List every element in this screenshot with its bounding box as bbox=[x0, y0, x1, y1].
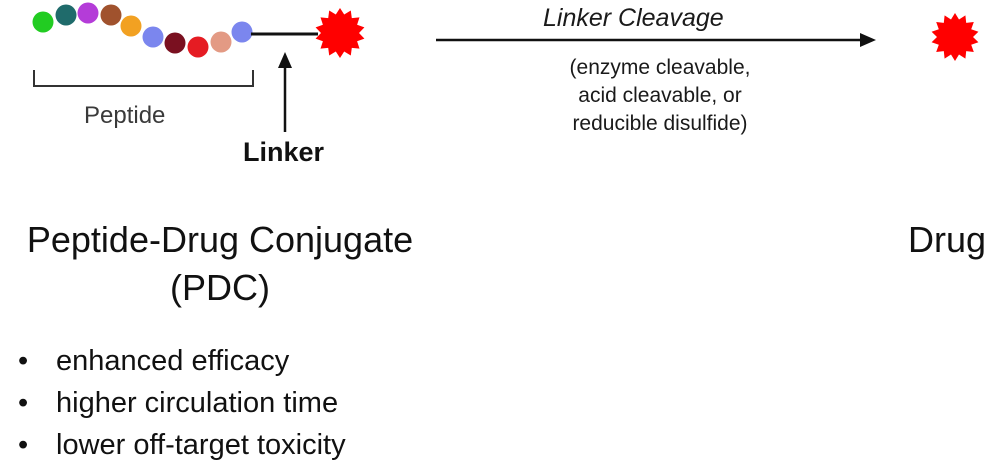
benefit-item: • lower off-target toxicity bbox=[18, 424, 346, 462]
amino-acid-bead bbox=[187, 36, 209, 58]
amino-acid-bead bbox=[120, 15, 142, 37]
conjugate-title-line: (PDC) bbox=[170, 267, 270, 308]
benefit-item: • higher circulation time bbox=[18, 382, 346, 424]
cleavage-condition-line: reducible disulfide) bbox=[572, 112, 748, 135]
amino-acid-bead bbox=[100, 4, 122, 26]
linker-label: Linker bbox=[243, 137, 325, 167]
amino-acid-bead bbox=[77, 2, 99, 24]
amino-acid-bead bbox=[164, 32, 186, 54]
benefit-text: higher circulation time bbox=[56, 387, 339, 419]
drug-starburst-attached bbox=[315, 8, 365, 58]
bullet-icon: • bbox=[18, 387, 29, 419]
benefit-item: • enhanced efficacy bbox=[18, 340, 346, 382]
amino-acid-bead bbox=[55, 4, 77, 26]
cleavage-title: Linker Cleavage bbox=[543, 4, 724, 32]
cleavage-condition-line: (enzyme cleavable, bbox=[569, 56, 751, 79]
bullet-icon: • bbox=[18, 429, 29, 461]
benefit-text: enhanced efficacy bbox=[56, 345, 290, 377]
drug-label: Drug bbox=[908, 219, 987, 260]
cleavage-condition-line: acid cleavable, or bbox=[578, 84, 742, 107]
cleavage-arrowhead bbox=[860, 33, 876, 47]
benefits-list: • enhanced efficacy • higher circulation t… bbox=[18, 340, 346, 462]
bullet-icon: • bbox=[18, 345, 29, 377]
amino-acid-bead bbox=[142, 26, 164, 48]
amino-acid-bead bbox=[210, 31, 232, 53]
cleavage-conditions: (enzyme cleavable, acid cleavable, or re… bbox=[540, 54, 780, 138]
drug-starburst-released bbox=[931, 13, 979, 61]
peptide-label: Peptide bbox=[84, 102, 166, 129]
amino-acid-bead bbox=[32, 11, 54, 33]
linker-pointer-arrowhead bbox=[278, 52, 292, 68]
peptide-bracket bbox=[33, 70, 254, 87]
amino-acid-bead bbox=[231, 21, 253, 43]
benefit-text: lower off-target toxicity bbox=[56, 429, 346, 461]
peptide-chain bbox=[32, 2, 253, 58]
conjugate-title: Peptide-Drug Conjugate (PDC) bbox=[0, 216, 440, 312]
conjugate-title-line: Peptide-Drug Conjugate bbox=[26, 219, 414, 260]
